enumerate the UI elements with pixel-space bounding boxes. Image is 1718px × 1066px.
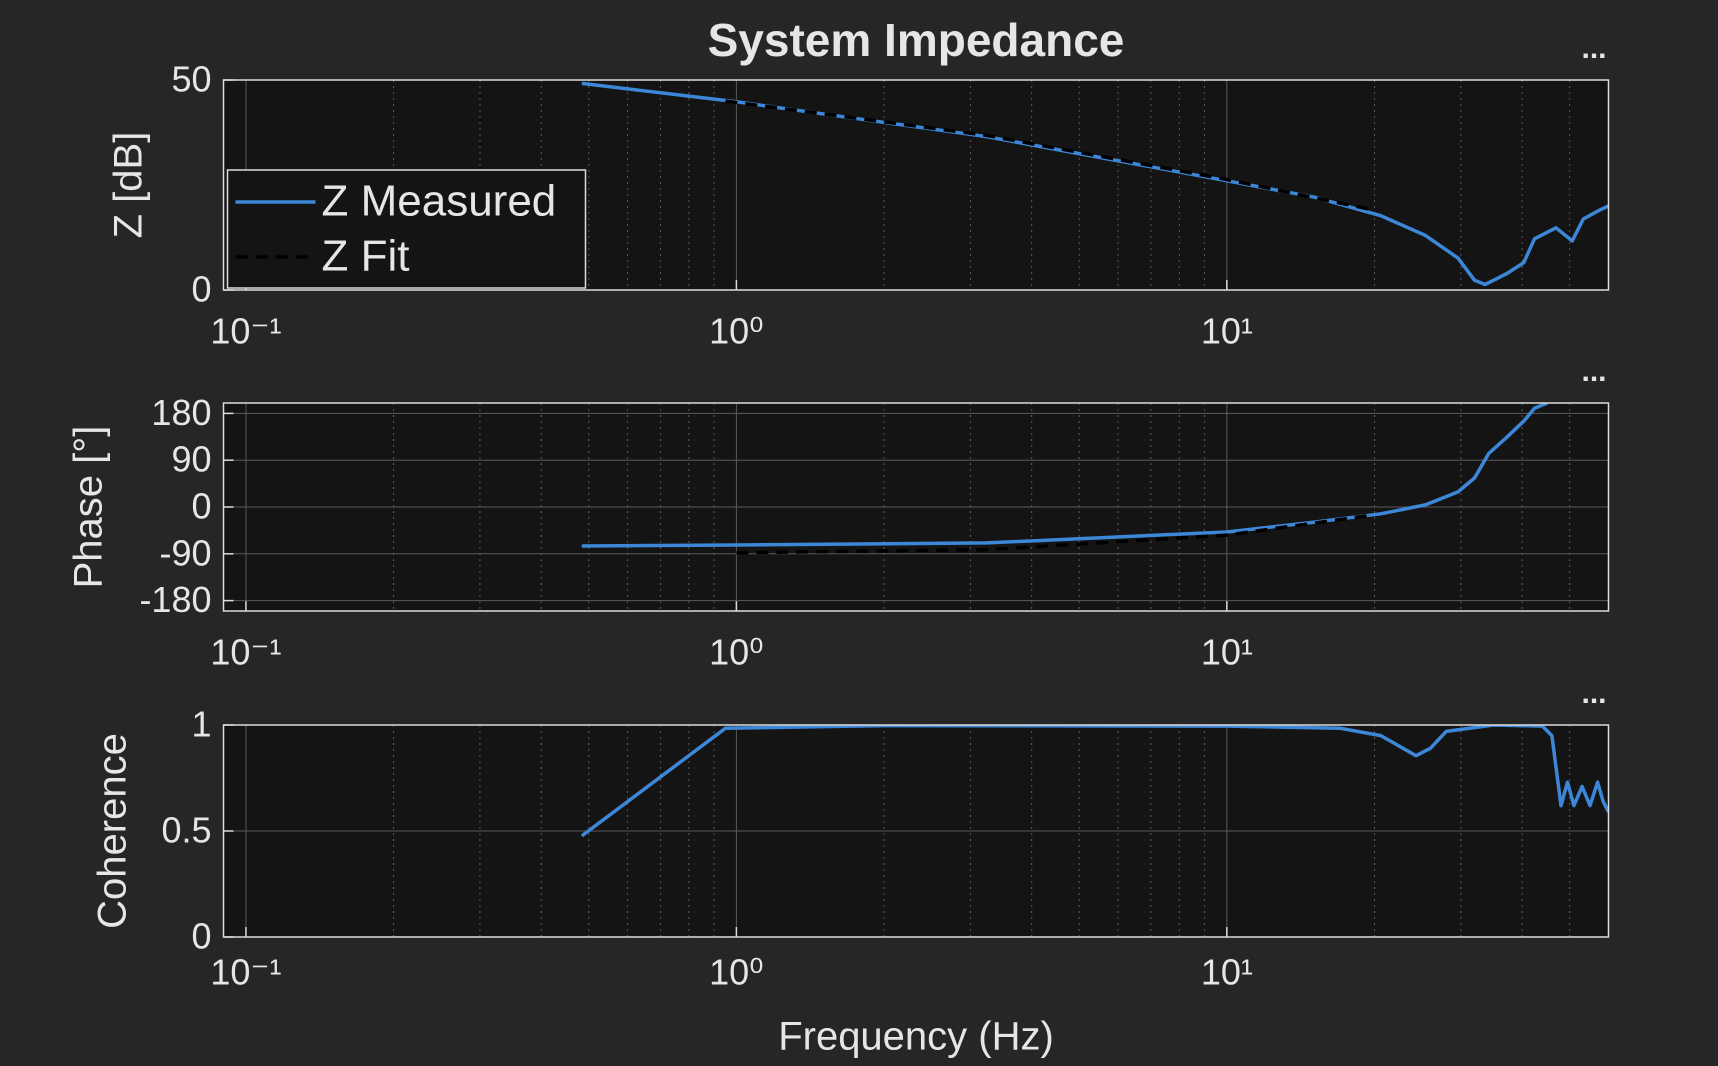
axes-box — [222, 402, 1610, 612]
series-line — [725, 99, 1375, 212]
legend-label: Z Fit — [322, 232, 410, 281]
x-axis-label: Frequency (Hz) — [778, 1015, 1054, 1059]
x-tick-label: 10⁰ — [709, 632, 763, 673]
y-tick-label: -90 — [159, 532, 211, 573]
y-axis-label: Phase [°] — [67, 426, 111, 589]
y-tick-label: 0 — [191, 486, 211, 527]
axes-box — [222, 724, 1610, 938]
y-tick-label: -180 — [139, 579, 211, 620]
axes-toolbar[interactable]: ... — [1581, 355, 1606, 388]
x-tick-label: 10⁰ — [709, 952, 763, 993]
legend-box — [226, 169, 587, 289]
y-tick-label: 90 — [171, 439, 211, 480]
x-tick-label: 10⁻¹ — [210, 952, 281, 993]
y-tick-label: 180 — [151, 392, 211, 433]
series-line — [581, 403, 1548, 548]
legend-label: Z Measured — [322, 177, 557, 226]
x-tick-label: 10⁰ — [709, 311, 763, 352]
y-axis-label: Coherence — [91, 733, 135, 929]
x-tick-label: 10⁻¹ — [210, 311, 281, 352]
series-line — [736, 513, 1375, 555]
y-tick-label: 0 — [191, 916, 211, 957]
y-tick-label: 1 — [191, 704, 211, 745]
axes-toolbar[interactable]: ... — [1581, 677, 1606, 710]
x-tick-label: 10¹ — [1201, 632, 1253, 673]
x-tick-label: 10¹ — [1201, 952, 1253, 993]
x-tick-label: 10⁻¹ — [210, 632, 281, 673]
x-tick-label: 10¹ — [1201, 311, 1253, 352]
y-tick-label: 50 — [171, 59, 211, 100]
y-tick-label: 0 — [191, 269, 211, 310]
y-tick-label: 0.5 — [161, 810, 211, 851]
y-axis-label: Z [dB] — [107, 132, 151, 239]
axes-toolbar[interactable]: ... — [1581, 32, 1606, 65]
chart-title: System Impedance — [708, 14, 1125, 66]
axes-box — [222, 79, 1610, 291]
